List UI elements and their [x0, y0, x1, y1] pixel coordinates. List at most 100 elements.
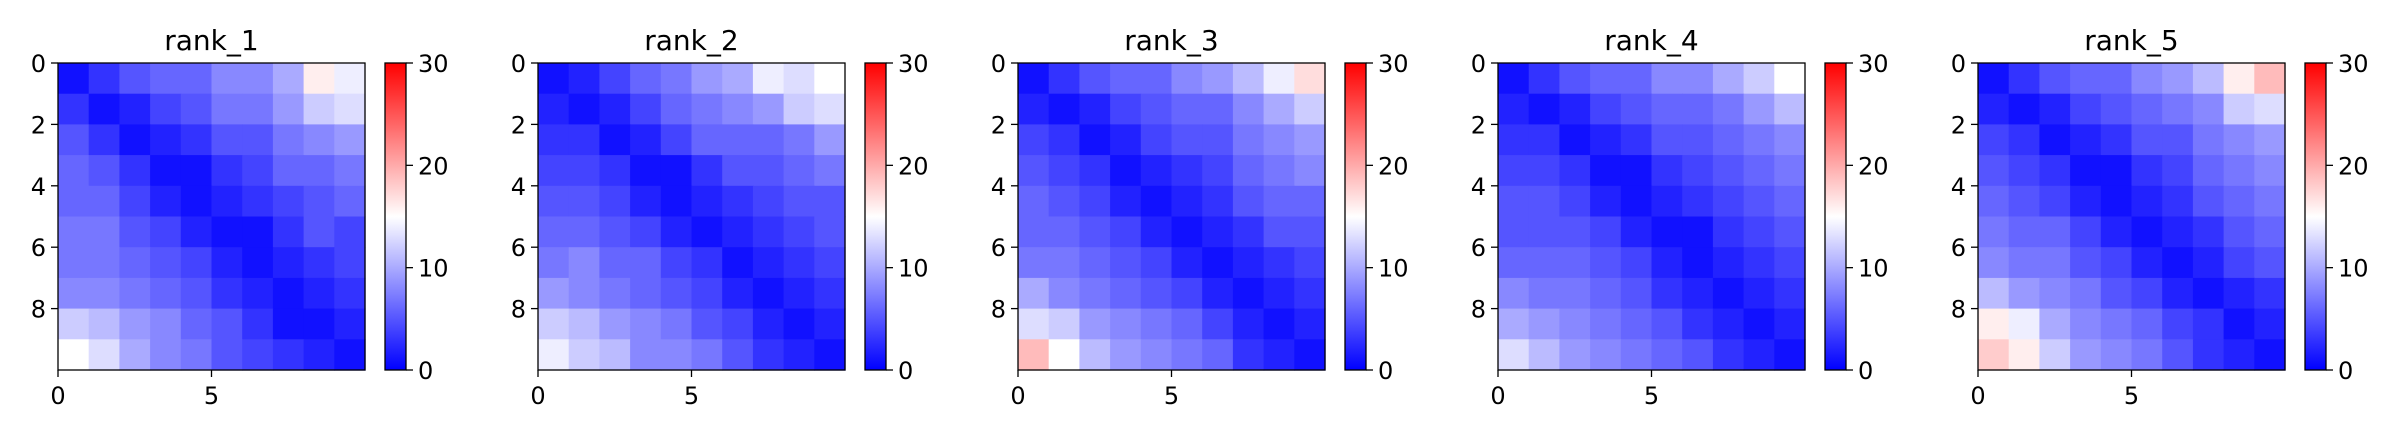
heatmap-cell — [599, 339, 631, 371]
heatmap-cell — [2008, 308, 2040, 340]
heatmap-cell — [1651, 339, 1683, 371]
heatmap-cell — [119, 155, 151, 187]
heatmap-cell — [1263, 124, 1295, 156]
heatmap-cell — [1651, 216, 1683, 248]
heatmap-cell — [1528, 124, 1560, 156]
heatmap-cell — [783, 277, 815, 310]
heatmap-cell — [2070, 185, 2102, 218]
heatmap-cell — [1978, 155, 2010, 187]
heatmap-cell — [599, 308, 631, 340]
heatmap-cell — [1018, 93, 1050, 125]
heatmap-cell — [722, 339, 754, 371]
heatmap-cell — [1682, 155, 1714, 187]
heatmap-cell — [211, 247, 243, 279]
heatmap-cell — [2192, 93, 2225, 125]
heatmap-cell — [1079, 93, 1111, 125]
heatmap-cell — [752, 277, 785, 310]
heatmap-cell — [2008, 93, 2040, 125]
heatmap-cell — [1651, 247, 1683, 279]
heatmap-cell — [1978, 247, 2010, 279]
heatmap-cell — [1263, 93, 1295, 125]
heatmap-cell — [1528, 339, 1560, 371]
heatmap-cell — [1498, 185, 1530, 218]
heatmap-cell — [2070, 339, 2102, 371]
heatmap-cell — [783, 339, 815, 371]
heatmap-cell — [1048, 155, 1080, 187]
heatmap-cell — [119, 216, 151, 248]
heatmap-cell — [2162, 308, 2194, 340]
heatmap-cell — [1018, 216, 1050, 248]
heatmap-cell — [1110, 155, 1142, 187]
heatmap-cell — [1590, 247, 1622, 279]
heatmap-cell — [752, 339, 785, 371]
heatmap-cell — [303, 185, 335, 218]
x-tick-label: 5 — [684, 382, 699, 410]
heatmap-cell — [1528, 185, 1560, 218]
heatmap-cell — [211, 124, 243, 156]
heatmap-cell — [2008, 63, 2040, 95]
heatmap-cell — [150, 277, 182, 310]
heatmap-cell — [1559, 93, 1591, 125]
panel-title: rank_1 — [164, 24, 258, 57]
heatmap-cell — [180, 247, 213, 279]
heatmap-cell — [752, 93, 785, 125]
heatmap-cell — [2039, 124, 2071, 156]
heatmap-cell — [1528, 216, 1560, 248]
heatmap-cell — [1232, 124, 1265, 156]
heatmap-cell — [1294, 185, 1326, 218]
heatmap-cell — [1140, 339, 1173, 371]
heatmap-cell — [660, 216, 693, 248]
heatmap-cell — [1528, 247, 1560, 279]
heatmap-cell — [752, 216, 785, 248]
y-tick-label: 6 — [1471, 234, 1486, 262]
heatmap-cell — [211, 339, 243, 371]
heatmap-cell — [1559, 63, 1591, 95]
heatmap-cell — [538, 124, 570, 156]
heatmap-cell — [1651, 277, 1683, 310]
colorbar-tick-label: 10 — [1378, 255, 1409, 283]
heatmap-cell — [538, 155, 570, 187]
heatmap-cell — [568, 93, 600, 125]
heatmap-cell — [1978, 339, 2010, 371]
heatmap-cell — [1651, 63, 1683, 95]
heatmap-cell — [2100, 63, 2133, 95]
heatmap-cell — [58, 216, 90, 248]
heatmap-cell — [1559, 277, 1591, 310]
heatmap-cell — [1978, 308, 2010, 340]
heatmap-cell — [242, 308, 274, 340]
heatmap-cell — [1774, 93, 1806, 125]
heatmap-cell — [722, 63, 754, 95]
heatmap-cell — [752, 185, 785, 218]
heatmap-cell — [1498, 216, 1530, 248]
heatmap-cell — [1263, 63, 1295, 95]
heatmap-cell — [303, 277, 335, 310]
heatmap-cell — [1110, 93, 1142, 125]
y-tick-label: 8 — [991, 296, 1006, 324]
heatmap-cell — [150, 155, 182, 187]
heatmap-cell — [2192, 63, 2225, 95]
y-tick-label: 8 — [511, 296, 526, 324]
heatmap-cell — [2162, 247, 2194, 279]
heatmap-cell — [2070, 277, 2102, 310]
heatmap-cell — [2039, 247, 2071, 279]
heatmap-cell — [1048, 308, 1080, 340]
heatmap-cell — [1079, 185, 1111, 218]
heatmap-cell — [1774, 63, 1806, 95]
heatmap-cell — [180, 124, 213, 156]
heatmap-cell — [1171, 185, 1203, 218]
heatmap-cell — [1202, 63, 1234, 95]
heatmap-cell — [2254, 124, 2286, 156]
heatmap-cell — [119, 185, 151, 218]
heatmap-cell — [88, 185, 120, 218]
heatmap-cell — [1559, 124, 1591, 156]
y-tick-label: 0 — [1471, 50, 1486, 78]
heatmap-cell — [2254, 63, 2286, 95]
heatmap-cell — [1140, 93, 1173, 125]
colorbar-tick-label: 0 — [418, 357, 433, 385]
heatmap-cell — [1079, 124, 1111, 156]
heatmap-cell — [1048, 185, 1080, 218]
heatmap-cell — [180, 277, 213, 310]
colorbar — [2304, 62, 2327, 371]
heatmap-cell — [1651, 185, 1683, 218]
heatmap-cell — [2070, 124, 2102, 156]
